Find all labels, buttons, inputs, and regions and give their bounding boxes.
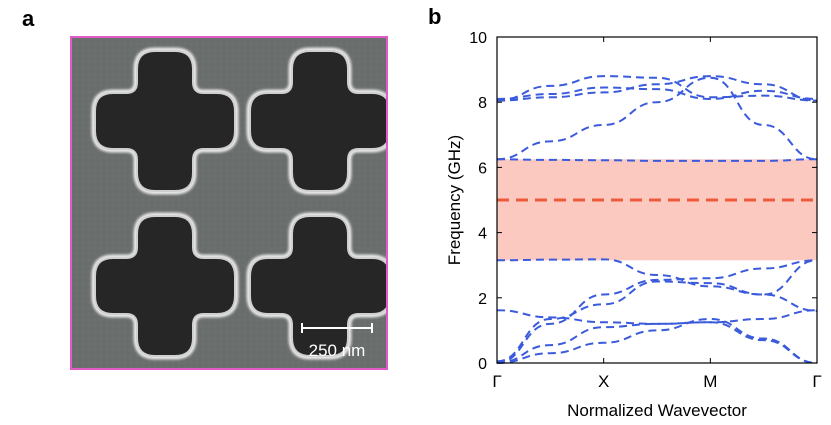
cross-hole (94, 215, 236, 357)
band-diagram: 0 2 4 6 8 10 Γ X M Γ Frequency (GHz) Normalized W… (445, 30, 822, 420)
y-axis-label: Frequency (GHz) (445, 135, 464, 265)
band-line-1 (496, 321, 818, 364)
sem-micrograph: 250 nm (70, 36, 388, 370)
panel-b-label: b (428, 4, 442, 29)
band-line-7 (496, 158, 818, 162)
band-line-8 (496, 76, 818, 161)
x-tick-label: X (598, 372, 609, 391)
y-tick-label: 8 (478, 95, 487, 112)
panel-a-label: a (22, 6, 35, 31)
band-line-4 (496, 259, 818, 364)
x-tick-label: Γ (812, 372, 821, 391)
band-gap-region (497, 159, 817, 261)
band-line-5 (496, 280, 818, 363)
x-axis-label: Normalized Wavevector (567, 401, 747, 420)
band-line-2 (496, 317, 818, 364)
band-line-3 (496, 309, 818, 325)
scale-bar (301, 323, 373, 333)
sem-frame (70, 36, 388, 370)
y-tick-label: 0 (478, 356, 487, 373)
x-tick-label: M (703, 372, 717, 391)
band-line-9 (496, 75, 818, 102)
y-tick-label: 6 (478, 160, 487, 177)
band-line-6 (496, 258, 818, 296)
cross-holes (91, 47, 388, 360)
plot-frame (496, 36, 818, 364)
cross-hole (249, 215, 388, 357)
cross-hole (249, 50, 388, 192)
cross-hole (94, 50, 236, 192)
band-line-10 (496, 75, 818, 102)
band-line-11 (496, 86, 818, 100)
y-tick-label: 4 (478, 226, 487, 243)
x-tick-label: Γ (492, 372, 501, 391)
scale-bar-label: 250 nm (309, 341, 366, 360)
y-tick-label: 2 (478, 291, 487, 308)
y-tick-label: 10 (469, 30, 487, 47)
